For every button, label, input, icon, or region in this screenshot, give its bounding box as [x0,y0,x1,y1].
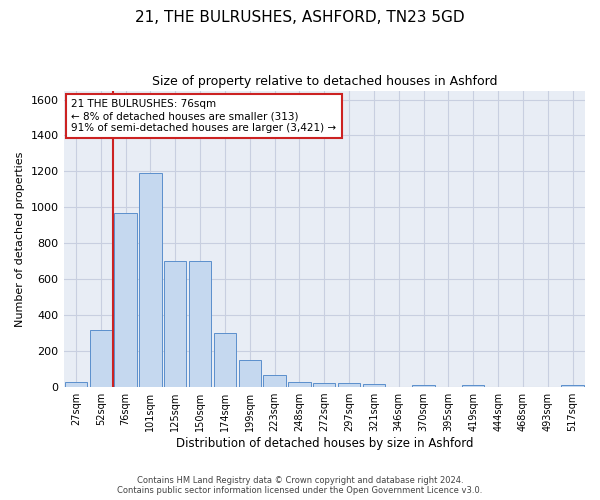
Bar [189,262,211,387]
Bar [412,386,435,387]
Bar [89,330,112,387]
Bar [239,360,261,387]
X-axis label: Distribution of detached houses by size in Ashford: Distribution of detached houses by size … [176,437,473,450]
Text: 21 THE BULRUSHES: 76sqm
← 8% of detached houses are smaller (313)
91% of semi-de: 21 THE BULRUSHES: 76sqm ← 8% of detached… [71,100,337,132]
Title: Size of property relative to detached houses in Ashford: Size of property relative to detached ho… [152,75,497,88]
Y-axis label: Number of detached properties: Number of detached properties [15,151,25,326]
Bar [263,376,286,387]
Bar [164,262,187,387]
Bar [288,382,311,387]
Bar [338,384,360,387]
Bar [313,384,335,387]
Text: Contains HM Land Registry data © Crown copyright and database right 2024.
Contai: Contains HM Land Registry data © Crown c… [118,476,482,495]
Bar [115,213,137,387]
Bar [363,384,385,387]
Bar [65,382,87,387]
Bar [214,333,236,387]
Text: 21, THE BULRUSHES, ASHFORD, TN23 5GD: 21, THE BULRUSHES, ASHFORD, TN23 5GD [135,10,465,25]
Bar [139,173,161,387]
Bar [562,386,584,387]
Bar [462,386,484,387]
